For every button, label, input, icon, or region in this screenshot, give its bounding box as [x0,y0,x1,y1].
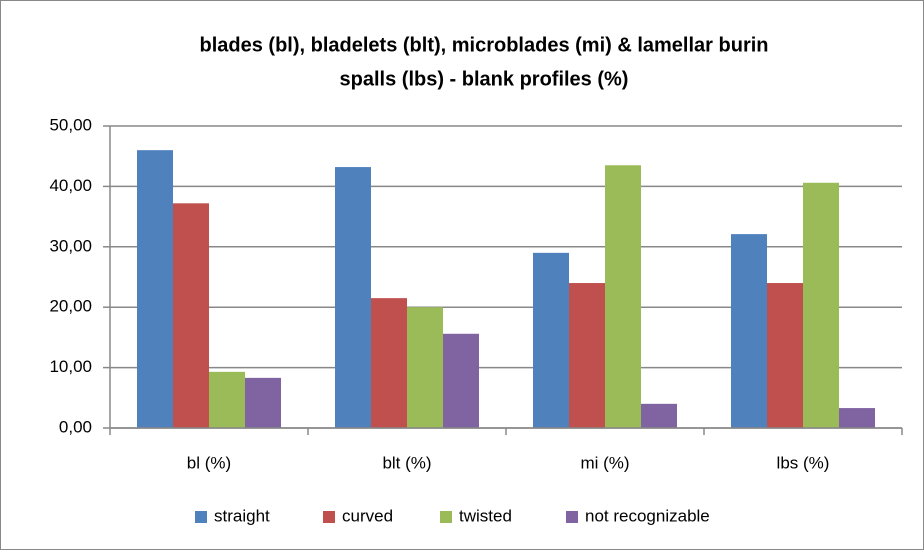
bar [731,234,767,428]
y-tick-label: 50,00 [49,115,92,134]
bar [173,203,209,428]
bar [371,298,407,428]
x-tick-label: bl (%) [187,453,231,472]
y-tick-label: 10,00 [49,357,92,376]
bar [209,371,245,428]
legend-label: twisted [459,506,512,525]
bar [245,377,281,428]
bar [533,252,569,428]
bar [569,283,605,428]
bar [839,408,875,428]
y-tick-label: 40,00 [49,176,92,195]
x-tick-label: mi (%) [580,453,629,472]
y-tick-label: 0,00 [59,417,92,436]
bar [605,165,641,428]
bar [767,283,803,428]
legend-swatch [195,511,207,523]
legend-swatch [323,511,335,523]
x-tick-label: lbs (%) [777,453,830,472]
y-tick-label: 30,00 [49,236,92,255]
bar [407,307,443,428]
chart-title: blades (bl), bladelets (blt), microblade… [200,34,769,56]
chart-title: spalls (lbs) - blank profiles (%) [340,68,629,90]
legend-label: not recognizable [585,506,710,525]
bar [443,333,479,428]
x-tick-label: blt (%) [382,453,431,472]
legend-swatch [566,511,578,523]
legend-label: curved [342,506,393,525]
legend-swatch [440,511,452,523]
bar [641,403,677,428]
bar [803,182,839,428]
y-tick-label: 20,00 [49,297,92,316]
bar [137,150,173,428]
bar [335,167,371,428]
legend-label: straight [214,506,270,525]
